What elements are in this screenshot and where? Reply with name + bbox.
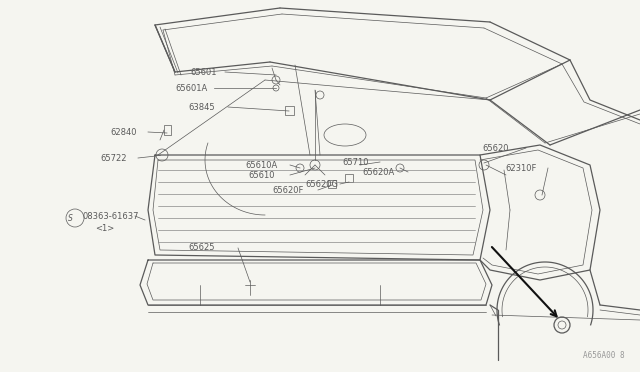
Text: 65722: 65722 xyxy=(100,154,127,163)
Text: 65710: 65710 xyxy=(342,157,369,167)
Text: 62310F: 62310F xyxy=(505,164,536,173)
Bar xyxy=(345,174,353,182)
Text: 65620G: 65620G xyxy=(305,180,338,189)
Text: 65620: 65620 xyxy=(482,144,509,153)
Text: 63845: 63845 xyxy=(188,103,214,112)
Text: 62840: 62840 xyxy=(110,128,136,137)
Text: S: S xyxy=(68,214,73,222)
Bar xyxy=(164,125,171,135)
Text: 65610: 65610 xyxy=(248,170,275,180)
Text: 08363-61637: 08363-61637 xyxy=(82,212,138,221)
Bar xyxy=(285,106,294,115)
Text: 65620F: 65620F xyxy=(272,186,303,195)
Text: 65610A: 65610A xyxy=(245,160,277,170)
Text: 65625: 65625 xyxy=(188,244,214,253)
Text: 65620A: 65620A xyxy=(362,167,394,176)
Text: A656A00 8: A656A00 8 xyxy=(584,351,625,360)
Text: 65601A: 65601A xyxy=(175,83,207,93)
Text: 65601: 65601 xyxy=(190,67,216,77)
Text: <1>: <1> xyxy=(95,224,115,232)
Bar xyxy=(328,180,336,188)
